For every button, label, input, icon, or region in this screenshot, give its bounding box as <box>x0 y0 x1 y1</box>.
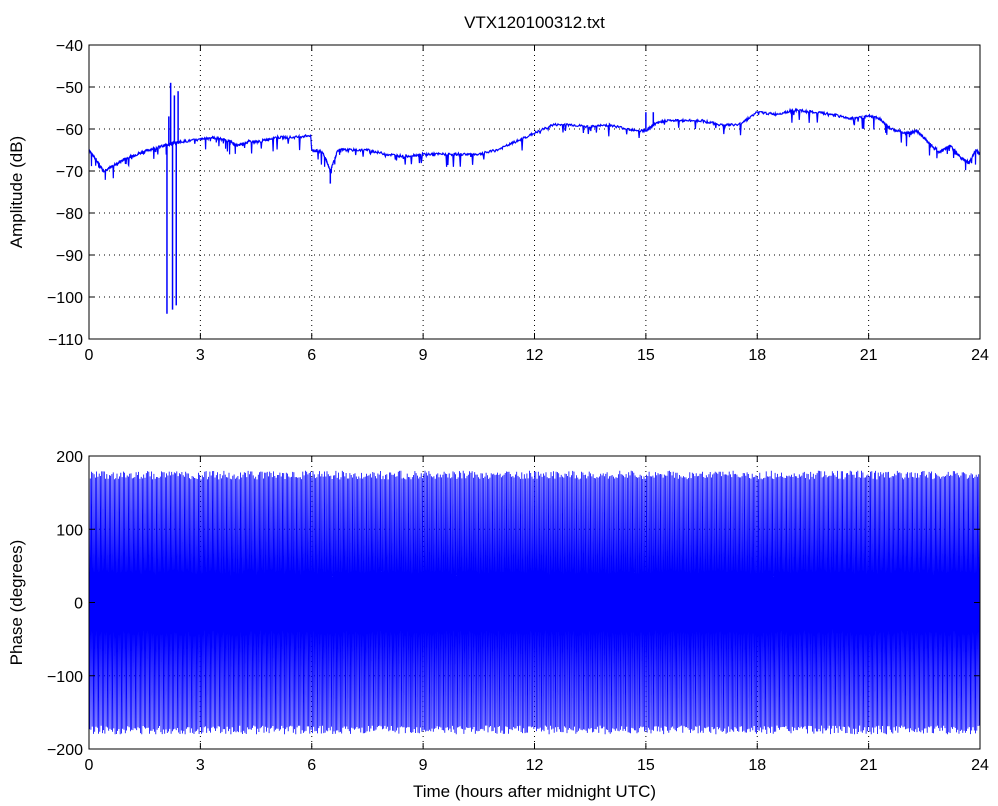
x-tick-label: 9 <box>419 757 428 774</box>
x-tick-label: 12 <box>526 347 544 364</box>
phase-series <box>88 470 981 735</box>
x-tick-label: 18 <box>748 347 766 364</box>
x-tick-label: 6 <box>307 347 316 364</box>
y-tick-label: −40 <box>56 38 83 55</box>
chart-title: VTX120100312.txt <box>464 13 605 32</box>
x-tick-label: 24 <box>971 757 989 774</box>
y-tick-label: −60 <box>56 122 83 139</box>
x-tick-label: 15 <box>637 347 655 364</box>
y-tick-label: −80 <box>56 206 83 223</box>
x-tick-label: 12 <box>526 757 544 774</box>
x-tick-label: 21 <box>860 347 878 364</box>
amplitude-line <box>88 107 981 180</box>
x-tick-label: 21 <box>860 757 878 774</box>
phase-y-label: Phase (degrees) <box>7 540 26 666</box>
amplitude-series <box>88 82 981 314</box>
x-tick-label: 18 <box>748 757 766 774</box>
x-tick-label: 3 <box>196 347 205 364</box>
y-tick-label: 0 <box>74 596 83 613</box>
phase-ticks: 0 3 6 9 12 15 18 21 24 −200 −100 0 100 200 <box>47 449 989 774</box>
y-tick-label: −100 <box>47 290 83 307</box>
x-tick-label: 0 <box>85 757 94 774</box>
x-tick-label: 24 <box>971 347 989 364</box>
y-tick-label: −90 <box>56 248 83 265</box>
amplitude-frame <box>88 44 981 340</box>
amplitude-axes: 0 3 6 9 12 15 18 21 24 −110 −100 −90 −80 −70 −60 −50 −40… <box>7 13 989 364</box>
y-tick-label: −100 <box>47 669 83 686</box>
phase-x-label: Time (hours after midnight UTC) <box>413 782 656 801</box>
y-tick-label: 200 <box>56 449 83 466</box>
x-tick-label: 15 <box>637 757 655 774</box>
x-tick-label: 6 <box>307 757 316 774</box>
amplitude-grid <box>89 45 980 339</box>
amplitude-ticks: 0 3 6 9 12 15 18 21 24 −110 −100 −90 −80 −70 −60 −50 −40 <box>47 38 989 364</box>
x-tick-label: 9 <box>419 347 428 364</box>
y-tick-label: 100 <box>56 522 83 539</box>
y-tick-label: −110 <box>48 332 83 349</box>
phase-line <box>88 470 981 735</box>
x-tick-label: 0 <box>85 347 94 364</box>
y-tick-label: −50 <box>56 80 83 97</box>
x-tick-label: 3 <box>196 757 205 774</box>
y-tick-label: −200 <box>47 742 83 759</box>
amplitude-y-label: Amplitude (dB) <box>7 136 26 248</box>
y-tick-label: −70 <box>56 164 83 181</box>
phase-axes: 0 3 6 9 12 15 18 21 24 −200 −100 0 100 200 Time (hour… <box>7 449 989 801</box>
